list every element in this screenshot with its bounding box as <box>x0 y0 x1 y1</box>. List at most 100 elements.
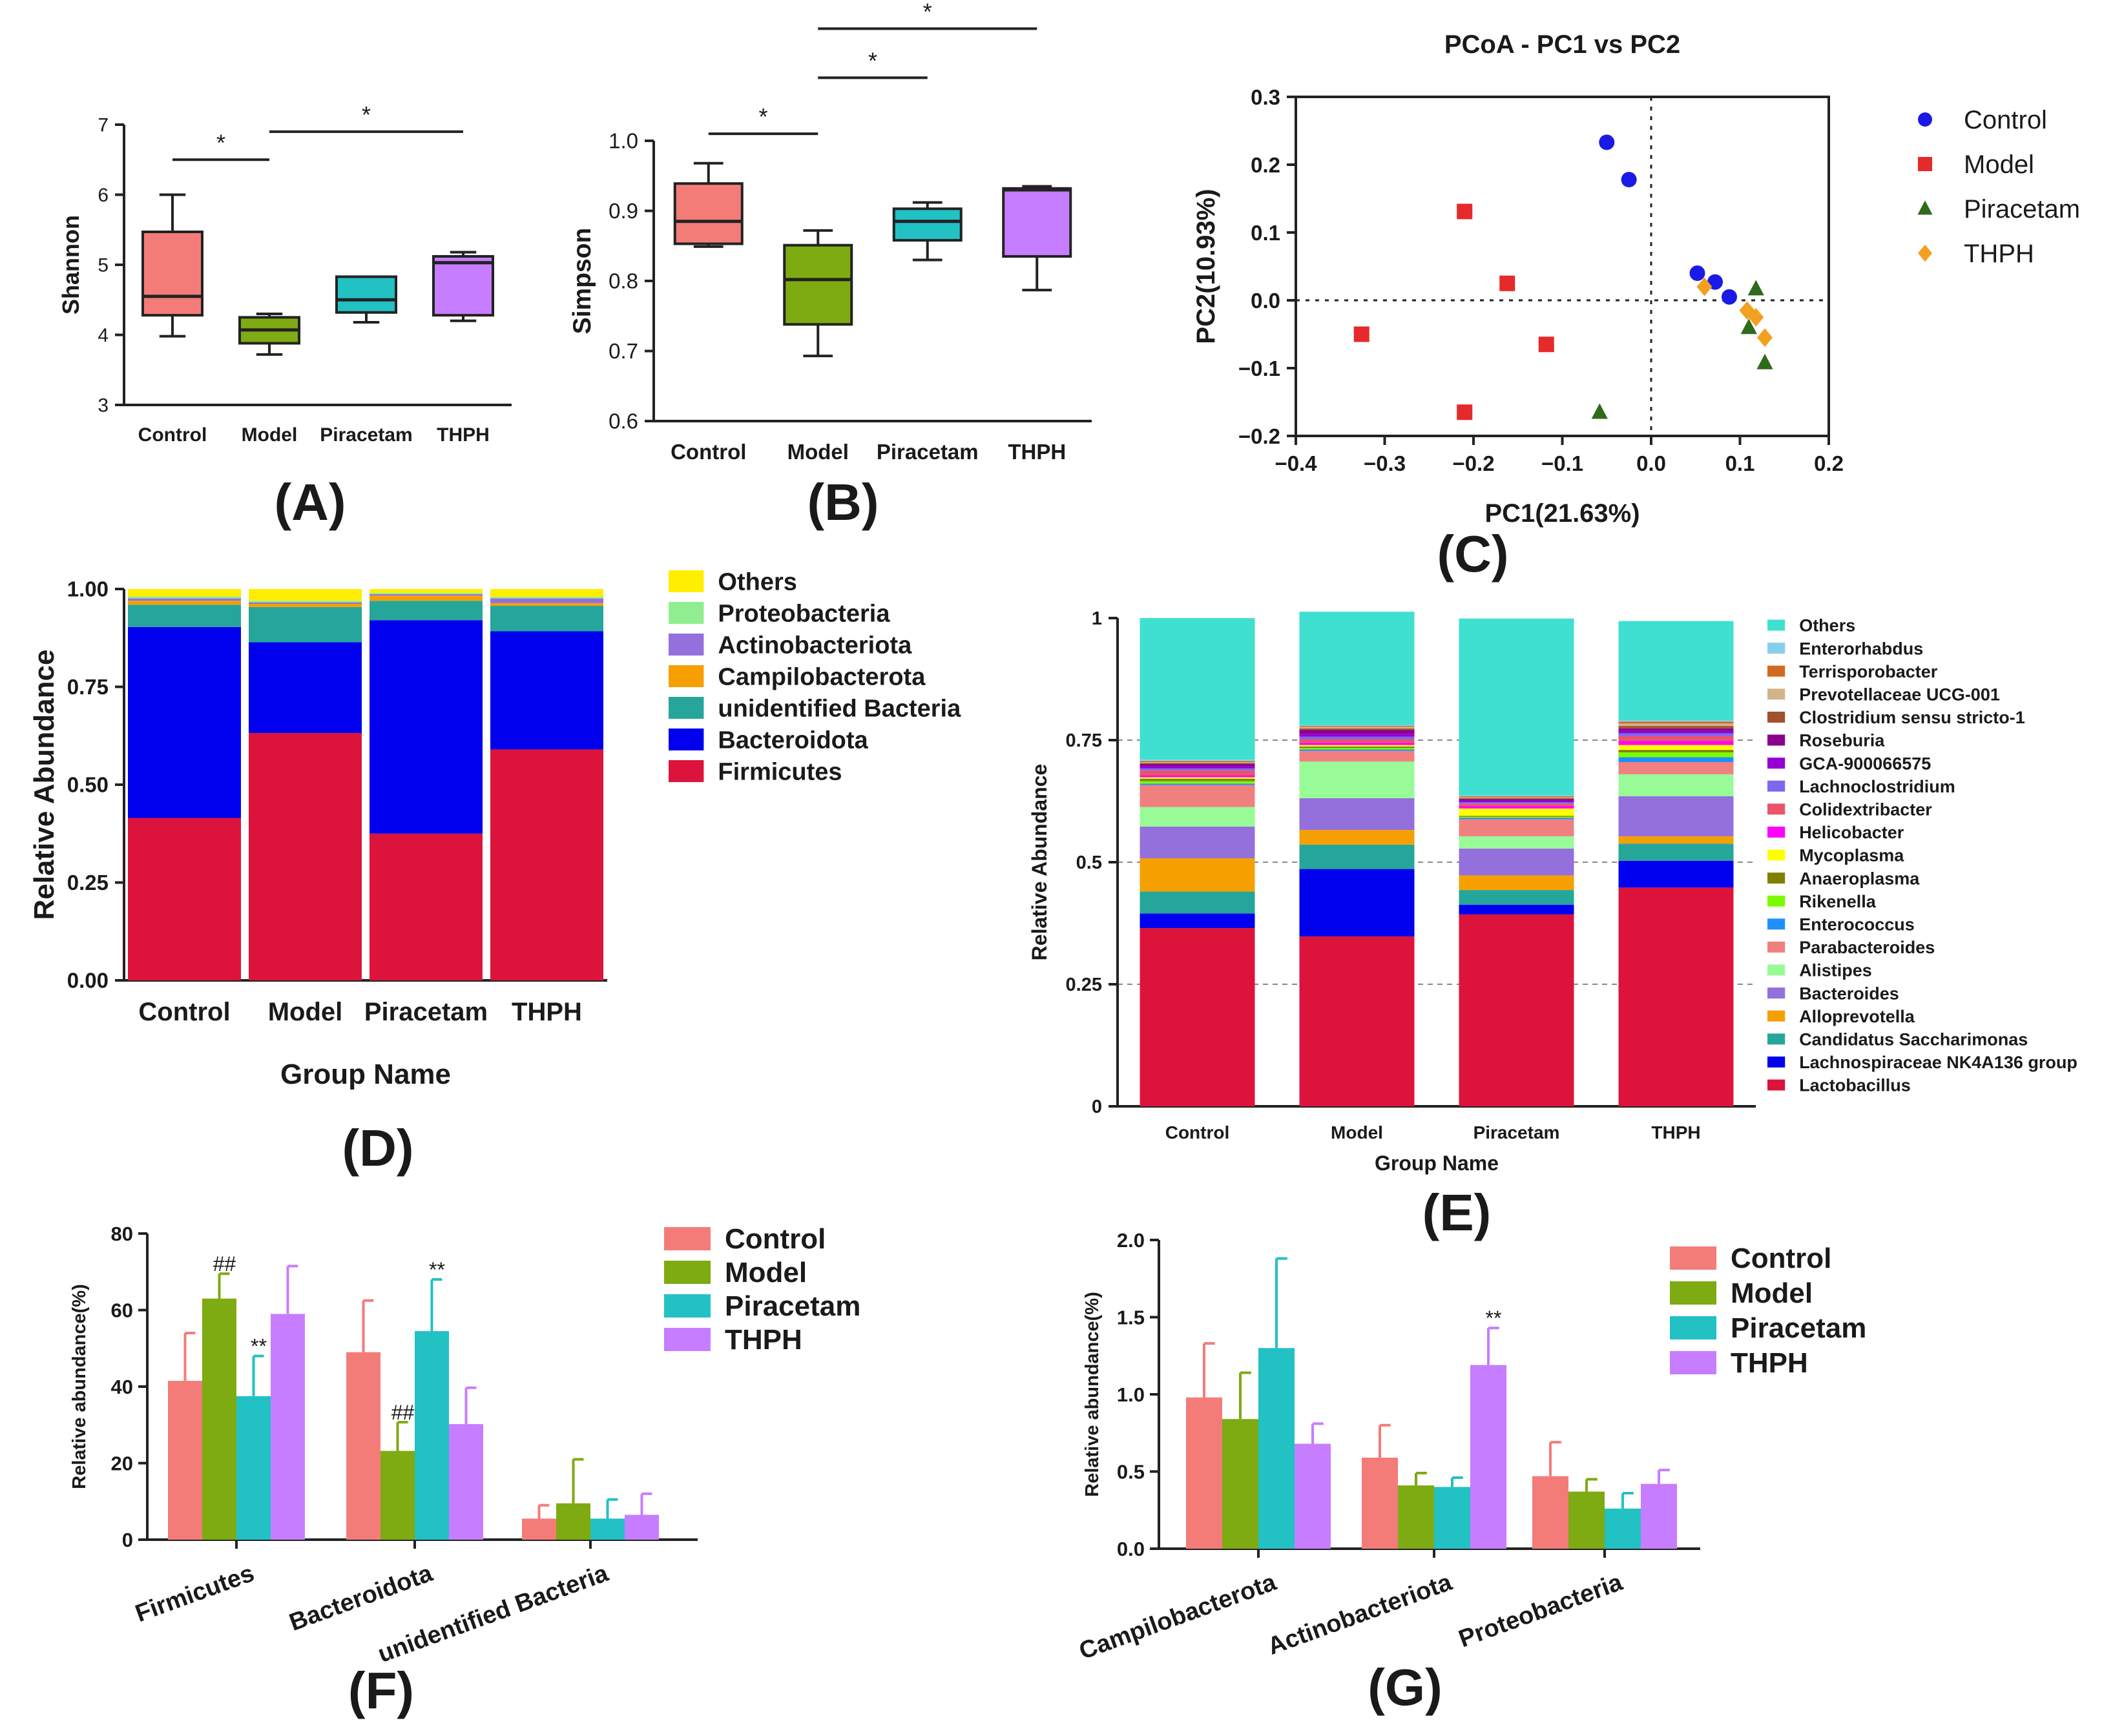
bar-segment-lachnoclostridium <box>1140 768 1255 770</box>
bar-segment-alistipes <box>1618 774 1734 796</box>
bar-segment-unidentified-bacteria <box>249 606 362 643</box>
legend-label: Control <box>725 1223 826 1255</box>
legend-swatch <box>1670 1351 1716 1374</box>
bar-segment-clostridium-sensu-stricto-1 <box>1459 798 1574 800</box>
legend-swatch <box>1767 987 1786 999</box>
bar-segment-bacteroidota <box>249 642 362 734</box>
bar-segment-proteobacteria <box>249 601 362 603</box>
bar-segment-actinobacteriota <box>249 602 362 604</box>
legend-swatch <box>1767 734 1786 746</box>
legend-label: Clostridium sensu stricto-1 <box>1799 708 2025 727</box>
legend-label: Prevotellaceae UCG-001 <box>1799 685 2000 705</box>
bar-segment-others <box>1299 612 1415 725</box>
x-tick-label: Model <box>787 440 849 464</box>
bar-control-bacteroidota <box>346 1352 380 1540</box>
legend-swatch <box>669 602 704 624</box>
bar-segment-enterorhabdus <box>1618 720 1734 722</box>
bar-segment-helicobacter <box>1459 806 1574 809</box>
legend-label: Bacteroidota <box>718 727 868 754</box>
bar-segment-lachnoclostridium <box>1299 736 1415 739</box>
y-tick-label: 60 <box>111 1299 133 1322</box>
legend-label: Lachnoclostridium <box>1799 777 1955 796</box>
bar-segment-anaeroplasma <box>1459 816 1574 817</box>
point-thph <box>1739 301 1755 320</box>
bar-model-bacteroidota <box>380 1451 415 1540</box>
x-tick-label: Control <box>138 998 230 1026</box>
bar-segment-terrisporobacter <box>1618 721 1734 724</box>
bar-segment-gca-900066575 <box>1618 730 1734 734</box>
bar-segment-candidatus-saccharimonas <box>1299 844 1415 869</box>
y-tick-label: 0.6 <box>609 409 638 433</box>
bar-segment-alloprevotella <box>1459 875 1574 891</box>
y-tick-label: 0.2 <box>1251 153 1280 177</box>
bar-segment-gca-900066575 <box>1299 734 1415 737</box>
bar-segment-anaeroplasma <box>1140 778 1255 781</box>
bar-segment-enterococcus <box>1618 757 1734 763</box>
bar-segment-proteobacteria <box>490 597 603 599</box>
legend-label: Control <box>1731 1243 1831 1274</box>
bar-model-firmicutes <box>202 1298 236 1540</box>
legend-swatch <box>669 760 704 782</box>
panel-label-d: (D) <box>342 1119 413 1177</box>
y-axis-title: Relative abundance(%) <box>69 1284 90 1489</box>
y-tick-label: 20 <box>111 1452 133 1475</box>
y-tick-label: −0.2 <box>1238 424 1280 448</box>
bar-segment-enterorhabdus <box>1459 795 1574 796</box>
significance-annotation: ## <box>213 1252 236 1276</box>
point-piracetam <box>1591 403 1608 419</box>
legend-swatch <box>664 1227 711 1250</box>
bar-segment-terrisporobacter <box>1140 761 1255 763</box>
bar-segment-lachnoclostridium <box>1459 802 1574 804</box>
significance-annotation: ** <box>1486 1307 1502 1330</box>
y-axis-title: Relative Abundance <box>1028 764 1051 961</box>
bar-thph-campilobacterota <box>1295 1443 1331 1549</box>
bar-segment-helicobacter <box>1299 742 1415 745</box>
legend-label: unidentified Bacteria <box>718 696 961 723</box>
point-piracetam <box>1756 353 1773 369</box>
legend-swatch <box>1767 619 1786 631</box>
bar-segment-colidextribacter <box>1618 736 1734 741</box>
y-tick-label: 3 <box>98 395 109 417</box>
legend-label: Parabacteroides <box>1799 938 1935 957</box>
bar-segment-actinobacteriota <box>370 594 483 596</box>
bar-segment-lachnospiraceae-nk4a136-group <box>1459 904 1574 914</box>
bar-segment-alloprevotella <box>1140 858 1255 892</box>
legend-swatch <box>1670 1316 1716 1339</box>
legend-swatch <box>1767 665 1786 677</box>
significance-annotation: ** <box>429 1258 445 1281</box>
bar-segment-terrisporobacter <box>1459 796 1574 798</box>
bar-segment-actinobacteriota <box>128 598 241 601</box>
significance-label: * <box>362 101 371 128</box>
y-tick-label: 0 <box>122 1529 133 1551</box>
bar-segment-colidextribacter <box>1299 739 1415 743</box>
x-tick-label: Model <box>268 998 343 1026</box>
legend-marker-model <box>1918 157 1932 171</box>
bar-segment-bacteroides <box>1618 796 1734 836</box>
legend-swatch <box>1767 780 1786 792</box>
box-piracetam <box>335 275 397 314</box>
bar-segment-firmicutes <box>370 833 483 980</box>
legend-swatch <box>1670 1281 1716 1305</box>
bar-segment-prevotellaceae-ucg-001 <box>1299 727 1415 728</box>
y-tick-label: 1 <box>1092 608 1102 629</box>
bar-piracetam-bacteroidota <box>415 1331 449 1540</box>
y-tick-label: 0.00 <box>67 969 109 993</box>
bar-segment-rikenella <box>1140 781 1255 784</box>
bar-segment-bacteroides <box>1459 848 1574 876</box>
legend-swatch <box>669 634 704 656</box>
y-tick-label: 0.5 <box>1076 852 1102 873</box>
bar-segment-lactobacillus <box>1140 928 1255 1106</box>
y-tick-label: 5 <box>98 255 109 276</box>
y-tick-label: 40 <box>111 1376 133 1398</box>
panel-label-c: (C) <box>1437 525 1508 583</box>
legend-label: Helicobacter <box>1799 823 1904 842</box>
x-tick-label: −0.3 <box>1364 451 1406 475</box>
legend-swatch <box>1767 941 1786 953</box>
bar-segment-bacteroidota <box>370 620 483 834</box>
bar-segment-others <box>370 589 483 594</box>
y-axis-title: Relative Abundance <box>28 650 60 920</box>
bar-segment-roseburia <box>1299 730 1415 734</box>
legend-label: Enterorhabdus <box>1799 639 1923 658</box>
point-control <box>1599 134 1615 150</box>
bar-segment-proteobacteria <box>370 593 483 594</box>
